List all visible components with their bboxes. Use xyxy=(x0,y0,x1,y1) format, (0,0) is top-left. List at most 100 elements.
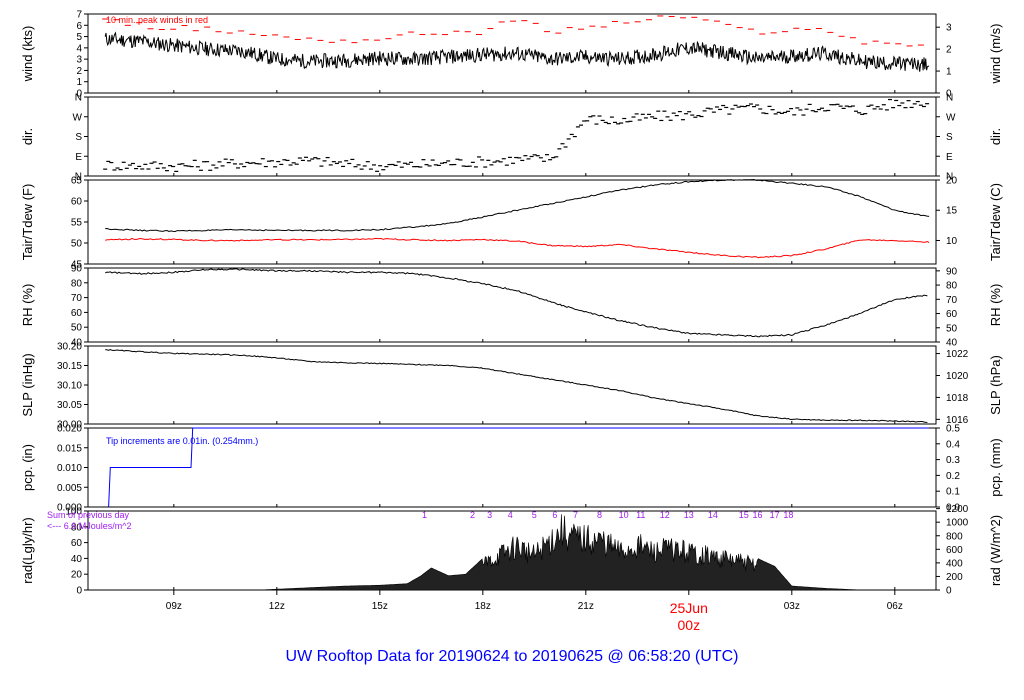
rad-hour-label: 7 xyxy=(573,510,578,520)
ytick-right-label-dir: N xyxy=(946,172,953,183)
ytick-label-wind: 6 xyxy=(76,21,82,32)
rad-hour-label: 16 xyxy=(752,510,762,520)
rad-hour-label: 14 xyxy=(708,510,718,520)
ylabel-wind: wind (kts) xyxy=(20,26,35,83)
ytick-right-label-pcp: 0.3 xyxy=(946,455,960,466)
ytick-label-temp: 50 xyxy=(71,239,83,250)
ytick-label-rh: 40 xyxy=(71,338,83,349)
ytick-right-label-pcp: 0.5 xyxy=(946,424,960,435)
ytick-label-slp: 30.05 xyxy=(57,400,82,411)
ytick-label-rad: 0 xyxy=(76,586,82,597)
rad-hour-label: 5 xyxy=(532,510,537,520)
ytick-label-rh: 70 xyxy=(71,293,83,304)
ytick-right-label-rad: 600 xyxy=(946,545,963,556)
rad-hour-label: 4 xyxy=(508,510,513,520)
ytick-label-rad: 60 xyxy=(71,538,83,549)
ytick-label-temp: 55 xyxy=(71,218,83,229)
ytick-right-label-dir: S xyxy=(946,132,953,143)
ylabel-right-rad: rad (W/m^2) xyxy=(988,515,1003,586)
ylabel-dir: dir. xyxy=(20,128,35,145)
ytick-right-label-dir: N xyxy=(946,93,953,104)
xtick-label: 06z xyxy=(887,601,903,612)
ytick-right-label-wind: 3 xyxy=(946,23,952,34)
ytick-label-rh: 50 xyxy=(71,323,83,334)
ytick-right-label-wind: 2 xyxy=(946,45,952,56)
ytick-label-rh: 80 xyxy=(71,278,83,289)
ytick-label-rh: 60 xyxy=(71,308,83,319)
ytick-right-label-pcp: 0.2 xyxy=(946,471,960,482)
ylabel-pcp: pcp. (in) xyxy=(20,444,35,491)
ytick-right-label-rad: 1000 xyxy=(946,518,969,529)
ytick-label-rh: 90 xyxy=(71,264,83,275)
ytick-right-label-dir: W xyxy=(946,112,956,123)
rad-hour-label: 10 xyxy=(619,510,629,520)
ytick-right-label-slp: 1022 xyxy=(946,349,969,360)
ytick-right-label-temp: 15 xyxy=(946,206,958,217)
wind-annotation: 10 min. peak winds in red xyxy=(106,15,208,25)
day-sub-label: 00z xyxy=(678,617,701,633)
ylabel-slp: SLP (inHg) xyxy=(20,353,35,416)
ylabel-right-temp: Tair/Tdew (C) xyxy=(988,183,1003,261)
ytick-label-temp: 65 xyxy=(71,176,83,187)
rad-hour-label: 13 xyxy=(684,510,694,520)
rad-hour-label: 11 xyxy=(636,510,645,520)
rad-hour-label: 8 xyxy=(597,510,602,520)
ytick-right-label-slp: 1018 xyxy=(946,393,969,404)
series-line-temp-tair xyxy=(105,178,930,233)
ytick-right-label-slp: 1020 xyxy=(946,371,969,382)
ytick-label-slp: 30.10 xyxy=(57,381,82,392)
panel-frame-temp xyxy=(87,179,937,265)
ytick-label-rad: 100 xyxy=(65,507,82,518)
ytick-label-rad: 40 xyxy=(71,554,83,565)
ylabel-rad: rad(Lgly/hr) xyxy=(20,517,35,583)
rad-hour-label: 1 xyxy=(422,510,427,520)
rad-hour-label: 17 xyxy=(770,510,780,520)
ytick-label-pcp: 0.005 xyxy=(57,483,82,494)
ytick-right-label-pcp: 0.1 xyxy=(946,487,960,498)
ytick-label-rad: 20 xyxy=(71,570,83,581)
ytick-right-label-rh: 70 xyxy=(946,295,958,306)
ytick-label-rad: 80 xyxy=(71,522,83,533)
xtick-label: 21z xyxy=(578,601,594,612)
ytick-right-label-dir: E xyxy=(946,152,953,163)
xtick-label: 18z xyxy=(475,601,491,612)
rad-annotation-2: <--- 6.6 MJoules/m^2 xyxy=(47,521,132,531)
rad-hour-label: 18 xyxy=(783,510,793,520)
ylabel-right-wind: wind (m/s) xyxy=(988,24,1003,85)
ytick-label-temp: 60 xyxy=(71,197,83,208)
day-label: 25Jun xyxy=(670,600,708,616)
ytick-label-dir: W xyxy=(73,112,83,123)
rad-hour-label: 3 xyxy=(487,510,492,520)
xtick-label: 03z xyxy=(784,601,800,612)
ytick-label-wind: 3 xyxy=(76,55,82,66)
ytick-label-slp: 30.20 xyxy=(57,342,82,353)
rad-hour-label: 15 xyxy=(739,510,749,520)
ylabel-right-dir: dir. xyxy=(988,128,1003,145)
ylabel-temp: Tair/Tdew (F) xyxy=(20,184,35,261)
ytick-right-label-temp: 10 xyxy=(946,236,958,247)
ylabel-rh: RH (%) xyxy=(20,284,35,327)
ytick-label-temp: 45 xyxy=(71,260,83,271)
panel-frame-wind xyxy=(87,13,937,94)
ytick-label-slp: 30.00 xyxy=(57,420,82,431)
series-line-wind xyxy=(104,31,930,72)
ytick-right-label-rh: 80 xyxy=(946,281,958,292)
ytick-right-label-rad: 200 xyxy=(946,572,963,583)
page-title: UW Rooftop Data for 20190624 to 20190625… xyxy=(285,648,739,665)
series-line-rh xyxy=(104,268,928,338)
panel-frame-slp xyxy=(87,345,937,425)
rad-hour-label: 2 xyxy=(470,510,475,520)
ytick-right-label-rad: 400 xyxy=(946,558,963,569)
ytick-right-label-rh: 40 xyxy=(946,338,958,349)
panel-frame-dir xyxy=(87,96,937,177)
rad-annotation-1: Sum of previous day xyxy=(47,510,130,520)
ytick-label-wind: 0 xyxy=(76,89,82,100)
ytick-label-dir: S xyxy=(75,132,82,143)
ytick-label-dir: E xyxy=(75,152,82,163)
panel-frame-rh xyxy=(87,267,937,343)
ytick-label-dir: N xyxy=(75,93,82,104)
ytick-label-wind: 5 xyxy=(76,32,82,43)
pcp-annotation: Tip increments are 0.01in. (0.254mm.) xyxy=(106,436,258,446)
